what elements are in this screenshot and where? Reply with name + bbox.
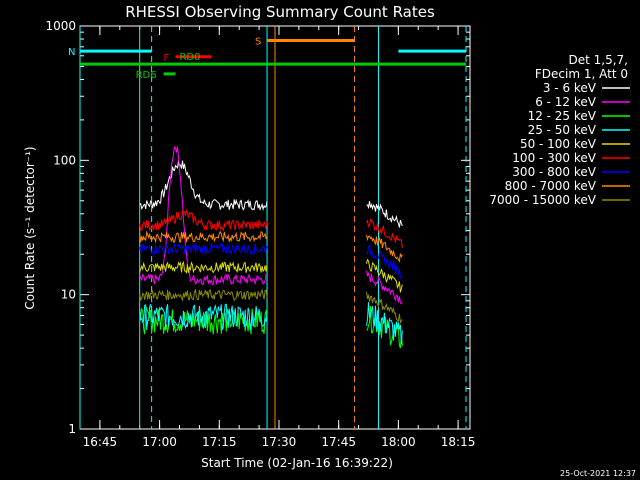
series-line — [366, 291, 403, 324]
series-line — [139, 288, 268, 303]
x-tick-label: 17:30 — [262, 435, 297, 449]
chart-title: RHESSI Observing Summary Count Rates — [125, 3, 435, 21]
series-line — [139, 160, 268, 212]
flag-label: F — [164, 53, 170, 64]
series-line — [366, 201, 403, 228]
series-line — [139, 209, 268, 233]
x-tick-label: 17:45 — [321, 435, 356, 449]
series-line — [366, 258, 403, 293]
timestamp: 25-Oct-2021 12:37 — [560, 469, 636, 478]
legend-label: 100 - 300 keV — [512, 151, 596, 165]
series-line — [139, 242, 268, 256]
series-line — [139, 145, 268, 286]
legend-label: 3 - 6 keV — [543, 81, 597, 95]
legend-header: FDecim 1, Att 0 — [535, 67, 628, 81]
y-tick-label: 100 — [53, 153, 76, 167]
x-tick-label: 18:00 — [381, 435, 416, 449]
flag-label: RD6 — [136, 70, 157, 81]
legend-label: 12 - 25 keV — [528, 109, 597, 123]
x-tick-label: 18:15 — [441, 435, 476, 449]
x-tick-label: 17:15 — [202, 435, 237, 449]
series-line — [139, 303, 268, 330]
x-tick-label: 16:45 — [83, 435, 118, 449]
legend-label: 50 - 100 keV — [520, 137, 597, 151]
x-tick-label: 17:00 — [142, 435, 177, 449]
plot-area: 1 10 100 1000 16:45 17:00 17:15 17:30 17:45 18:00… — [45, 19, 475, 449]
y-tick-label: 1000 — [45, 19, 76, 33]
flag-label: S — [255, 36, 261, 47]
y-axis-label: Count Rate (s⁻¹ detector⁻¹) — [23, 146, 37, 309]
series-line — [366, 270, 403, 305]
flag-label: RD0 — [179, 52, 200, 63]
legend-label: 6 - 12 keV — [535, 95, 597, 109]
legend-label: 300 - 800 keV — [512, 165, 596, 179]
series-line — [139, 230, 268, 244]
legend-header: Det 1,5,7, — [569, 53, 629, 67]
series-line — [139, 261, 268, 274]
series-line — [366, 218, 403, 248]
legend-label: 800 - 7000 keV — [505, 179, 597, 193]
x-axis-label: Start Time (02-Jan-16 16:39:22) — [201, 456, 393, 470]
y-tick-label: 10 — [61, 288, 76, 302]
y-tick-label: 1 — [68, 422, 76, 436]
series-line — [366, 245, 403, 279]
legend-label: 25 - 50 keV — [528, 123, 597, 137]
series-line — [366, 234, 403, 263]
legend-label: 7000 - 15000 keV — [489, 193, 596, 207]
flag-label: N — [68, 47, 75, 58]
series-line — [366, 302, 403, 345]
